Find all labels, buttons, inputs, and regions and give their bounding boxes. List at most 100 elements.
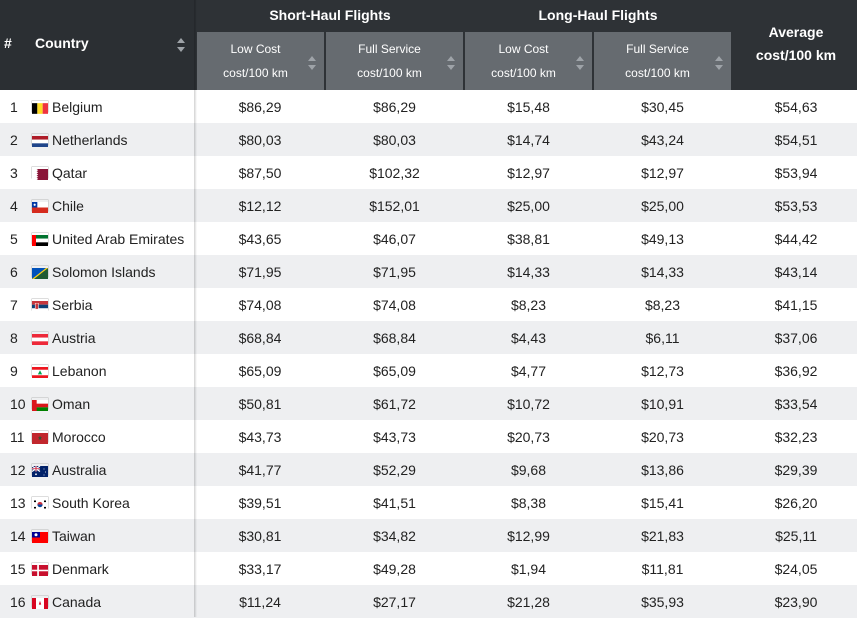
sh-full-service-cell: $41,51 xyxy=(373,495,416,511)
lh-full-service-cell: $10,91 xyxy=(641,396,684,412)
lh-low-cost-cell: $25,00 xyxy=(507,198,550,214)
serbia-flag-icon xyxy=(32,299,48,312)
lh-full-service-cell: $49,13 xyxy=(641,231,684,247)
rank-cell: 2 xyxy=(10,132,18,148)
lh-low-cost-cell: $12,97 xyxy=(507,165,550,181)
lh-full-service-header[interactable]: Full Service cost/100 km xyxy=(594,32,731,90)
taiwan-flag-icon xyxy=(32,530,48,543)
lh-full-service-cell: $15,41 xyxy=(641,495,684,511)
country-cell: Denmark xyxy=(52,561,109,577)
lh-low-cost-cell: $4,77 xyxy=(510,363,547,379)
lebanon-flag-icon xyxy=(32,365,48,378)
table-header: # Country Short-Haul Flights Long-Haul F… xyxy=(0,0,857,90)
average-cell: $36,92 xyxy=(774,363,818,379)
rank-cell: 7 xyxy=(10,297,18,313)
rank-cell: 3 xyxy=(10,165,18,181)
lh-full-service-cell: $13,86 xyxy=(641,462,684,478)
country-cell: Oman xyxy=(52,396,91,412)
sh-low-cost-cell: $71,95 xyxy=(238,264,282,280)
average-cell: $44,42 xyxy=(774,231,818,247)
sh-full-service-cell: $86,29 xyxy=(373,99,416,115)
lh-full-service-cell: $30,45 xyxy=(641,99,684,115)
sh-low-cost-cell: $86,29 xyxy=(238,99,282,115)
rank-cell: 4 xyxy=(10,198,18,214)
rank-cell: 15 xyxy=(10,561,26,577)
sort-icon[interactable] xyxy=(308,56,316,70)
sort-icon[interactable] xyxy=(715,56,723,70)
sh-low-cost-cell: $43,73 xyxy=(238,429,282,445)
table-row: 15 Denmark $33,17 $49,28 $1,94 $11,81 $24,05 xyxy=(0,552,857,585)
table-row: 13 South Korea $39,51 $41,51 $8,38 $15,41 $26,… xyxy=(0,486,857,519)
country-cell: Serbia xyxy=(52,297,93,313)
lh-low-cost-cell: $8,38 xyxy=(510,495,547,511)
sh-low-cost-cell: $43,65 xyxy=(238,231,282,247)
sh-full-service-cell: $34,82 xyxy=(373,528,416,544)
chile-flag-icon xyxy=(32,200,48,213)
country-cell: United Arab Emirates xyxy=(52,231,185,247)
lh-low-cost-cell: $8,23 xyxy=(510,297,547,313)
table-row: 4 Chile $12,12 $152,01 $25,00 $25,00 $53,53 xyxy=(0,189,857,222)
average-cell: $32,23 xyxy=(774,429,818,445)
sh-full-service-cell: $49,28 xyxy=(373,561,416,577)
table-row: 10 Oman $50,81 $61,72 $10,72 $10,91 $33,54 xyxy=(0,387,857,420)
table-row: 8 Austria $68,84 $68,84 $4,43 $6,11 $37,06 xyxy=(0,321,857,354)
lh-full-service-cell: $21,83 xyxy=(641,528,684,544)
table-row: 5 United Arab Emirates $43,65 $46,07 $38,81 $… xyxy=(0,222,857,255)
frozen-column-shadow xyxy=(194,0,197,617)
country-cell: Canada xyxy=(52,594,102,610)
table-row: 6 Solomon Islands $71,95 $71,95 $14,33 $14,33… xyxy=(0,255,857,288)
lh-low-cost-cell: $20,73 xyxy=(507,429,550,445)
rank-column-header: # xyxy=(4,35,12,51)
rank-cell: 11 xyxy=(10,429,25,445)
sh-full-service-cell: $102,32 xyxy=(369,165,420,181)
table-row: 9 Lebanon $65,09 $65,09 $4,77 $12,73 $36,92 xyxy=(0,354,857,387)
sh-low-cost-cell: $68,84 xyxy=(238,330,282,346)
average-column-header[interactable]: Average cost/100 km xyxy=(735,0,857,90)
country-sort-icon[interactable] xyxy=(177,38,185,52)
austria-flag-icon xyxy=(32,332,48,345)
sh-low-cost-cell: $50,81 xyxy=(238,396,282,412)
country-cell: Taiwan xyxy=(52,528,96,544)
sh-low-cost-cell: $11,24 xyxy=(239,594,281,610)
sh-low-cost-cell: $12,12 xyxy=(238,198,282,214)
solomon-islands-flag-icon xyxy=(32,266,48,279)
australia-flag-icon xyxy=(31,464,48,477)
average-cell: $37,06 xyxy=(774,330,818,346)
lh-low-cost-header[interactable]: Low Cost cost/100 km xyxy=(465,32,592,90)
sort-icon[interactable] xyxy=(447,56,455,70)
header-left-block xyxy=(0,0,196,90)
average-cell: $33,54 xyxy=(774,396,818,412)
lh-low-cost-cell: $10,72 xyxy=(507,396,550,412)
qatar-flag-icon xyxy=(32,167,48,180)
country-cell: Australia xyxy=(52,462,107,478)
average-cell: $24,05 xyxy=(774,561,818,577)
lh-full-service-cell: $35,93 xyxy=(641,594,684,610)
lh-low-cost-cell: $1,94 xyxy=(510,561,547,577)
denmark-flag-icon xyxy=(32,563,48,576)
sort-icon[interactable] xyxy=(576,56,584,70)
average-cell: $25,11 xyxy=(775,528,817,544)
sh-full-service-cell: $65,09 xyxy=(373,363,416,379)
lh-full-service-cell: $8,23 xyxy=(644,297,681,313)
sh-low-cost-cell: $87,50 xyxy=(238,165,282,181)
lh-low-cost-cell: $14,74 xyxy=(507,132,550,148)
rank-cell: 8 xyxy=(10,330,18,346)
country-cell: Lebanon xyxy=(52,363,107,379)
sh-full-service-cell: $61,72 xyxy=(373,396,416,412)
oman-flag-icon xyxy=(32,398,48,411)
sh-full-service-cell: $43,73 xyxy=(373,429,416,445)
average-label: Average xyxy=(768,24,824,40)
rank-cell: 16 xyxy=(10,594,26,610)
sh-full-service-header[interactable]: Full Service cost/100 km xyxy=(326,32,463,90)
lh-low-cost-cell: $15,48 xyxy=(507,99,550,115)
average-cell: $29,39 xyxy=(774,462,818,478)
sh-full-service-label: Full Service xyxy=(358,42,421,56)
average-cell: $53,94 xyxy=(774,165,818,181)
sh-low-cost-header[interactable]: Low Cost cost/100 km xyxy=(197,32,324,90)
country-column-header[interactable]: Country xyxy=(35,35,89,51)
lh-full-service-cell: $20,73 xyxy=(641,429,684,445)
lh-low-cost-unit: cost/100 km xyxy=(491,66,556,80)
sh-low-cost-cell: $33,17 xyxy=(238,561,282,577)
lh-full-service-cell: $6,11 xyxy=(645,330,680,346)
